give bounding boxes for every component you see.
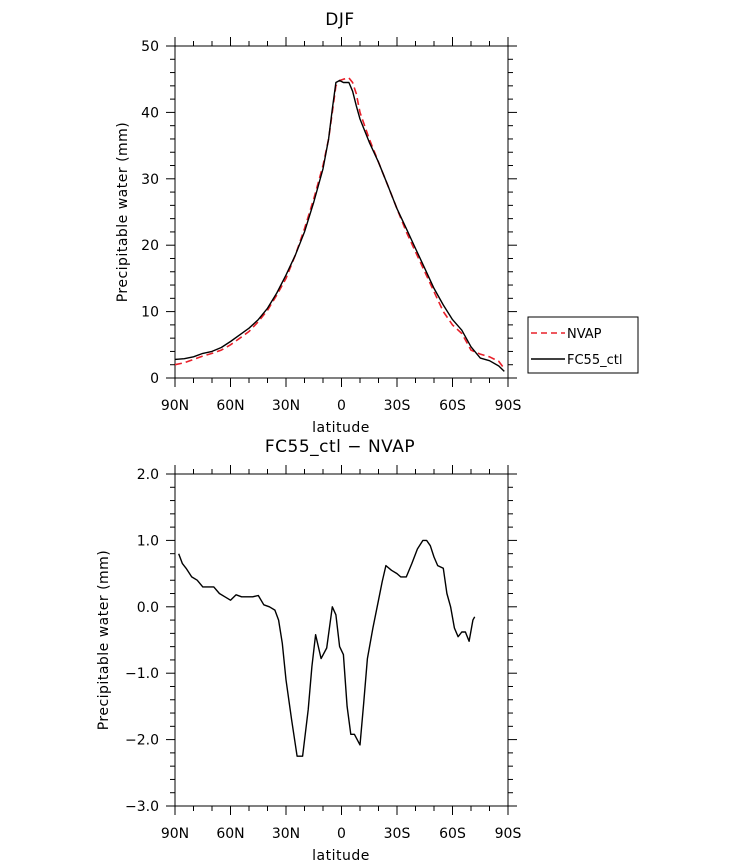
x-tick-label: 90N (161, 826, 189, 842)
plot-frame (174, 473, 509, 807)
tick-marks (166, 465, 517, 815)
y-axis-label: Precipitable water (mm) (115, 122, 131, 303)
chart-title: DJF (325, 10, 354, 30)
x-tick-label: 90S (495, 398, 522, 414)
x-tick-label: 60S (439, 398, 466, 414)
x-tick-label: 30S (384, 826, 411, 842)
tick-labels: 90N 60N 30N 0 30S 60S 90S −3.0 −2.0 −1.0 0.0 1.0 2.0 (125, 467, 521, 842)
series-layer (174, 77, 505, 372)
y-tick-label: 30 (141, 172, 159, 188)
plot-frame (174, 45, 509, 379)
series-line-difference (178, 539, 476, 757)
y-tick-label: −3.0 (125, 799, 159, 815)
x-tick-label: 30N (272, 826, 300, 842)
legend-label-nvap: NVAP (567, 327, 602, 342)
y-tick-label: −2.0 (125, 733, 159, 749)
series-line-nvap (174, 77, 505, 370)
panel-djf: DJF 90N 60N 30N 0 30S 60S 90S 0 10 20 30 40 50 latit… (115, 10, 639, 436)
legend-box (527, 316, 639, 374)
panel-difference: FC55_ctl − NVAP 90N 60N 30N 0 30S 60S 90S −3.0 −… (96, 437, 521, 864)
x-axis-label: latitude (312, 848, 370, 864)
y-tick-label: 0 (150, 371, 159, 387)
y-tick-label: −1.0 (125, 666, 159, 682)
x-tick-label: 90N (161, 398, 189, 414)
y-axis-label: Precipitable water (mm) (96, 550, 112, 731)
y-tick-label: 20 (141, 238, 159, 254)
y-tick-label: 0.0 (137, 600, 159, 616)
series-layer (178, 539, 476, 757)
x-tick-label: 30S (384, 398, 411, 414)
y-tick-label: 2.0 (137, 467, 159, 483)
tick-labels: 90N 60N 30N 0 30S 60S 90S 0 10 20 30 40 50 (141, 39, 521, 414)
y-tick-label: 1.0 (137, 533, 159, 549)
x-tick-label: 60S (439, 826, 466, 842)
y-tick-label: 50 (141, 39, 159, 55)
legend-label-fc55: FC55_ctl (567, 353, 622, 368)
x-axis-label: latitude (312, 420, 370, 436)
y-tick-label: 10 (141, 305, 159, 321)
x-tick-label: 60N (216, 826, 244, 842)
y-tick-label: 40 (141, 105, 159, 121)
tick-marks (166, 37, 517, 387)
legend: NVAP FC55_ctl (527, 316, 639, 374)
x-tick-label: 60N (216, 398, 244, 414)
series-line-fc55-ctl (174, 79, 505, 372)
x-tick-label: 0 (337, 826, 346, 842)
x-tick-label: 30N (272, 398, 300, 414)
x-tick-label: 90S (495, 826, 522, 842)
chart-title: FC55_ctl − NVAP (265, 437, 415, 457)
x-tick-label: 0 (337, 398, 346, 414)
